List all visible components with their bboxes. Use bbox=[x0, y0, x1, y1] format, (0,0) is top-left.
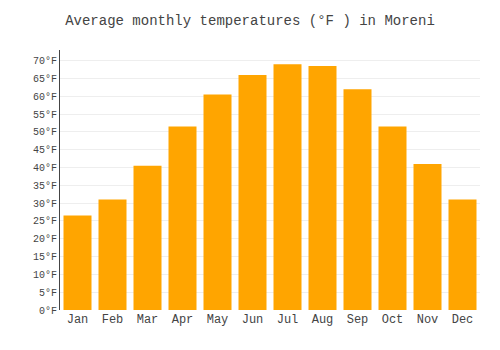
svg-text:Jul: Jul bbox=[277, 313, 299, 327]
svg-text:Sep: Sep bbox=[347, 313, 369, 327]
svg-text:Apr: Apr bbox=[172, 313, 194, 327]
svg-text:40°F: 40°F bbox=[33, 163, 57, 174]
svg-text:Jan: Jan bbox=[67, 313, 89, 327]
svg-text:50°F: 50°F bbox=[33, 127, 57, 138]
svg-text:15°F: 15°F bbox=[33, 252, 57, 263]
svg-text:20°F: 20°F bbox=[33, 234, 57, 245]
svg-text:Mar: Mar bbox=[137, 313, 159, 327]
svg-text:May: May bbox=[207, 313, 229, 327]
svg-text:Average monthly temperatures (: Average monthly temperatures (°F ) in Mo… bbox=[65, 13, 435, 29]
svg-text:5°F: 5°F bbox=[39, 288, 57, 299]
svg-text:60°F: 60°F bbox=[33, 92, 57, 103]
svg-text:Jun: Jun bbox=[242, 313, 264, 327]
svg-text:0°F: 0°F bbox=[39, 306, 57, 317]
svg-text:Oct: Oct bbox=[382, 313, 404, 327]
svg-text:35°F: 35°F bbox=[33, 181, 57, 192]
svg-text:10°F: 10°F bbox=[33, 270, 57, 281]
svg-text:Aug: Aug bbox=[312, 313, 334, 327]
svg-text:Dec: Dec bbox=[452, 313, 474, 327]
svg-text:55°F: 55°F bbox=[33, 110, 57, 121]
svg-text:25°F: 25°F bbox=[33, 216, 57, 227]
svg-text:45°F: 45°F bbox=[33, 145, 57, 156]
svg-text:30°F: 30°F bbox=[33, 199, 57, 210]
svg-text:Feb: Feb bbox=[102, 313, 124, 327]
svg-text:Nov: Nov bbox=[417, 313, 439, 327]
svg-text:70°F: 70°F bbox=[33, 56, 57, 67]
svg-text:65°F: 65°F bbox=[33, 74, 57, 85]
